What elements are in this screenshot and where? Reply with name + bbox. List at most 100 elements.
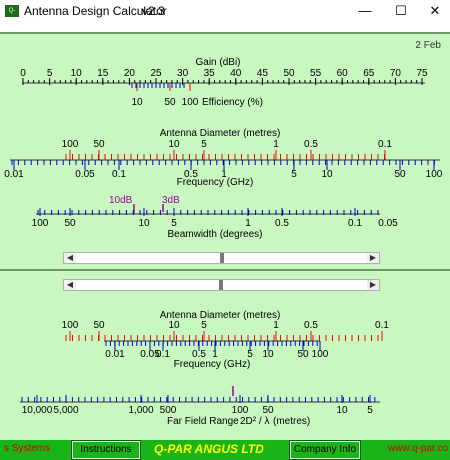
- far-field-title: Far Field Range: [167, 416, 239, 427]
- close-button[interactable]: ✕: [429, 3, 441, 18]
- frequency-slider-bottom[interactable]: ◀ ▶: [63, 279, 380, 291]
- gain-tick-label: 40: [230, 68, 242, 79]
- diameter-top-tick-label: 0.5: [304, 139, 318, 150]
- diameter-bottom-tick-label: 0.1: [375, 320, 389, 331]
- gain-tick-label: 55: [310, 68, 322, 79]
- gain-tick-label: 30: [177, 68, 189, 79]
- frequency-bottom-tick-label: 0.01: [105, 349, 125, 360]
- frequency-bottom-tick-label: 0.5: [192, 349, 206, 360]
- frequency-top-tick-label: 1: [221, 169, 227, 180]
- gain-tick-labels: 0 5 10 15 20 25 30 35 40 45 50 55 60 65 70 75: [20, 68, 428, 79]
- scales-canvas: 2 Feb Gain (dBi) 0 5 10 15 20 25 30 35 40 45 50 55 6…: [0, 40, 450, 427]
- efficiency-tick-label: 100: [182, 97, 199, 108]
- gain-tick-label: 65: [363, 68, 375, 79]
- window-title: Antenna Design Calculator: [24, 4, 167, 18]
- slider-thumb[interactable]: [219, 280, 223, 290]
- far-field-tick-label: 500: [160, 405, 177, 416]
- far-field-tick-label: 50: [262, 405, 274, 416]
- marker-10db: 10dB: [109, 195, 133, 206]
- diameter-title-bottom: Antenna Diameter (metres): [160, 310, 281, 321]
- far-field-tick-label: 1,000: [128, 405, 153, 416]
- marker-3db: 3dB: [162, 195, 180, 206]
- frequency-bottom-tick-label: 100: [312, 349, 329, 360]
- diameter-top-tick-label: 1: [273, 139, 279, 150]
- frequency-bottom-tick-label: 0.1: [156, 349, 170, 360]
- frequency-top-tick-label: 50: [394, 169, 406, 180]
- far-field-formula: 2D² / λ: [240, 416, 269, 427]
- diameter-title-top: Antenna Diameter (metres): [160, 128, 281, 139]
- maximize-button[interactable]: ☐: [395, 3, 407, 18]
- gain-tick-label: 75: [416, 68, 428, 79]
- window-version: v2.3: [142, 4, 165, 18]
- calculator-panel: 2 Feb Gain (dBi) 0 5 10 15 20 25 30 35 40 45 50 55 6…: [0, 32, 450, 444]
- gain-tick-label: 25: [150, 68, 162, 79]
- diameter-bottom-tick-label: 100: [62, 320, 79, 331]
- footer-left-text: s Systems: [4, 443, 51, 454]
- gain-tick-label: 20: [124, 68, 136, 79]
- frequency-bottom-tick-labels: 0.01 0.050.1 0.5 1 5 10 50 100: [105, 349, 329, 360]
- diameter-top-tick-labels: 100 50 10 5 1 0.5 0.1: [62, 139, 393, 150]
- efficiency-label: Efficiency (%): [202, 97, 263, 108]
- frequency-top-tick-label: 0.05: [75, 169, 95, 180]
- gain-ticks: [22, 78, 423, 85]
- far-field-unit: (metres): [273, 416, 310, 427]
- scroll-right-icon[interactable]: ▶: [369, 253, 377, 262]
- frequency-bottom-tick-label: 1: [212, 349, 218, 360]
- diameter-top-ticks: [65, 150, 386, 160]
- gain-tick-label: 5: [47, 68, 53, 79]
- frequency-top-ticks: [11, 160, 435, 170]
- frequency-bottom-tick-label: 5: [247, 349, 253, 360]
- diameter-bottom-tick-label: 1: [273, 320, 279, 331]
- frequency-top-tick-label: 100: [426, 169, 443, 180]
- efficiency-tick-labels: 10 50 100: [131, 97, 198, 108]
- slider-track-left: [76, 280, 219, 290]
- frequency-slider-top[interactable]: ◀ ▶: [63, 252, 380, 264]
- gain-tick-label: 0: [20, 68, 26, 79]
- gain-tick-label: 35: [204, 68, 216, 79]
- title-bar: Q-PAR Antenna Design Calculator v2.3 — ☐…: [0, 0, 450, 26]
- diameter-top-tick-label: 50: [93, 139, 105, 150]
- company-info-button[interactable]: Company Info: [289, 440, 361, 460]
- far-field-tick-labels: 10,000 5,000 1,000 500 100 50 10 5: [22, 405, 374, 416]
- gain-title: Gain (dBi): [195, 57, 240, 68]
- footer-bar: s Systems Instructions Q-PAR ANGUS LTD C…: [0, 440, 450, 460]
- beamwidth-tick-label: 5: [171, 218, 177, 229]
- frequency-bottom-tick-label: 50: [297, 349, 309, 360]
- beamwidth-tick-label: 0.5: [275, 218, 289, 229]
- diameter-bottom-tick-label: 50: [93, 320, 105, 331]
- frequency-top-tick-label: 0.1: [112, 169, 126, 180]
- diameter-bottom-tick-labels: 100 50 10 5 1 0.5 0.1: [62, 320, 390, 331]
- frequency-top-tick-labels: 0.01 0.05 0.1 0.5 1 5 10 50 100: [4, 169, 443, 180]
- gain-tick-label: 60: [337, 68, 349, 79]
- diameter-bottom-tick-label: 10: [168, 320, 180, 331]
- frequency-bottom-tick-label: 0.05: [140, 349, 160, 360]
- minimize-button[interactable]: —: [358, 3, 372, 18]
- efficiency-tick-label: 50: [164, 97, 176, 108]
- diameter-top-tick-label: 5: [201, 139, 207, 150]
- instructions-button[interactable]: Instructions: [71, 440, 141, 460]
- frequency-title-top: Frequency (GHz): [177, 177, 254, 188]
- far-field-tick-label: 10,000: [22, 405, 53, 416]
- slider-track-right: [223, 280, 367, 290]
- gain-tick-label: 45: [257, 68, 269, 79]
- far-field-tick-label: 5,000: [53, 405, 78, 416]
- diameter-bottom-ticks: [65, 331, 383, 341]
- scroll-left-icon[interactable]: ◀: [66, 280, 74, 289]
- gain-tick-label: 50: [283, 68, 295, 79]
- scroll-left-icon[interactable]: ◀: [66, 253, 74, 262]
- scroll-right-icon[interactable]: ▶: [369, 280, 377, 289]
- beamwidth-title: Beamwidth (degrees): [167, 229, 262, 240]
- efficiency-tick-label: 10: [131, 97, 143, 108]
- frequency-top-tick-label: 0.5: [184, 169, 198, 180]
- frequency-bottom-ticks: [105, 341, 321, 351]
- diameter-top-tick-label: 10: [168, 139, 180, 150]
- gain-tick-label: 15: [97, 68, 109, 79]
- beamwidth-ticks: [37, 208, 379, 216]
- far-field-tick-label: 100: [232, 405, 249, 416]
- diameter-bottom-tick-label: 5: [201, 320, 207, 331]
- frequency-bottom-tick-label: 10: [262, 349, 274, 360]
- beamwidth-tick-label: 100: [32, 218, 49, 229]
- slider-track-left: [76, 253, 222, 263]
- slider-thumb[interactable]: [220, 253, 224, 263]
